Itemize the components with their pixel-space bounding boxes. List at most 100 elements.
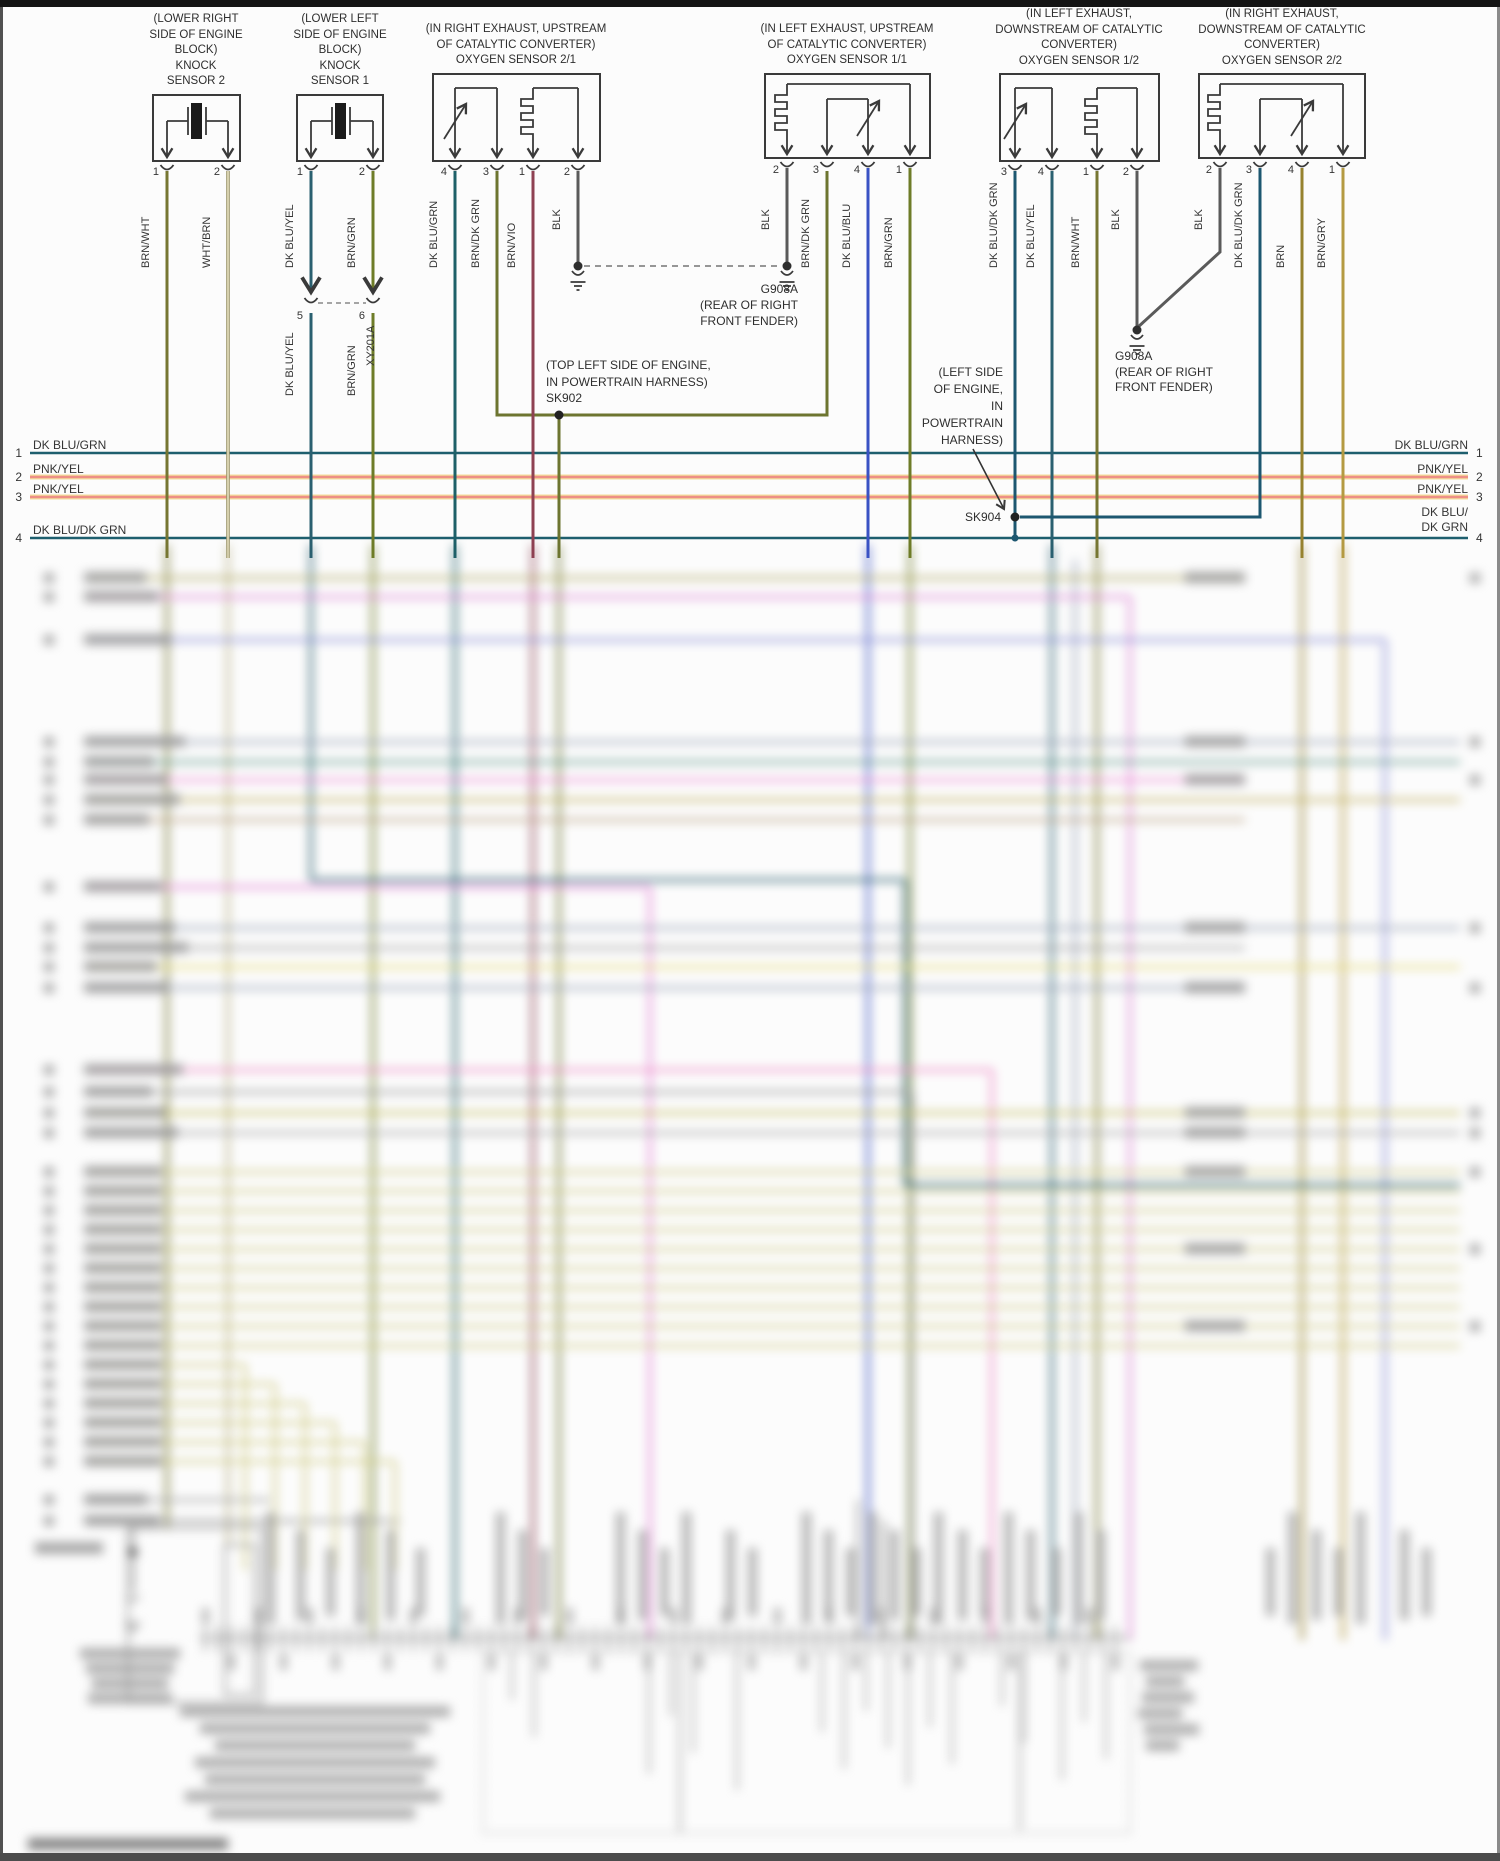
wire-label: BRN/WHT — [1070, 216, 1082, 268]
page-top-border — [0, 0, 1500, 7]
inline-pin-number: 6 — [358, 310, 365, 322]
pin-connector-cups — [159, 161, 1351, 304]
pin-number: 3 — [1000, 166, 1007, 178]
pin-number: 4 — [853, 164, 860, 176]
ground-note-g908a-2: G908A (REAR OF RIGHT FRONT FENDER) — [1115, 349, 1213, 394]
knock-sensor-symbols — [160, 103, 380, 160]
bus3-left-number: 3 — [15, 490, 22, 504]
wire-label: BRN/WHT — [140, 216, 152, 268]
o2-sensor-2-1-box — [432, 73, 601, 162]
knock-sensor-1-header: (LOWER LEFT SIDE OF ENGINE BLOCK) KNOCK SE… — [293, 13, 387, 87]
o2-sensor-1-2-box — [999, 73, 1160, 162]
pin-number: 2 — [563, 166, 570, 178]
wire-label: BRN/DK GRN — [800, 198, 812, 268]
bus4-left-number: 4 — [15, 531, 22, 545]
ground-dot — [573, 261, 583, 271]
o2-sensor-2-2-box — [1198, 73, 1366, 159]
pin-number: 3 — [1245, 164, 1252, 176]
wire-label: BLK — [760, 209, 772, 230]
pin-number: 4 — [440, 166, 447, 178]
ground-symbols — [570, 261, 1145, 355]
pin-number: 4 — [1037, 166, 1044, 178]
page-right-border — [1497, 7, 1500, 1855]
bus2-right-label: PNK/YEL — [1417, 462, 1468, 476]
blurred-lower-diagram — [0, 545, 1500, 1861]
wire-label: BRN/GRY — [1316, 218, 1328, 268]
bus4-left-label: DK BLU/DK GRN — [33, 523, 127, 537]
bus1-left-number: 1 — [15, 446, 22, 460]
wire-label: BRN/GRN — [346, 345, 358, 396]
sk902-dot — [554, 410, 564, 420]
pin-number: 1 — [152, 166, 159, 178]
sk904-pointer-arrow — [972, 448, 1006, 511]
pin-number: 2 — [213, 166, 220, 178]
pin-number: 2 — [1122, 166, 1129, 178]
bus2-right-number: 2 — [1476, 470, 1483, 484]
knock-sensor-2-header: (LOWER RIGHT SIDE OF ENGINE BLOCK) KNOCK S… — [149, 13, 243, 87]
pin-number: 3 — [812, 164, 819, 176]
blurred-circuit-art — [28, 545, 1480, 1850]
splice-note-sk904: (LEFT SIDE OF ENGINE, IN POWERTRAIN HARN… — [921, 365, 1003, 447]
wire-label: DK BLU/DK GRN — [1233, 182, 1245, 268]
knock-sensor-2-box — [152, 94, 241, 162]
wire-label: DK BLU/YEL — [284, 332, 296, 396]
inline-connector-name: XY201A — [365, 325, 377, 366]
page-bottom-border — [0, 1853, 1500, 1861]
o2-sensor-1-1-box — [764, 73, 931, 159]
sk904-splice-wire — [1020, 168, 1262, 519]
knock-sensor-1-box — [296, 94, 384, 162]
pin-number: 1 — [1328, 164, 1335, 176]
bus3-right-number: 3 — [1476, 490, 1483, 504]
ground-dot — [1132, 325, 1142, 335]
wire-label: DK BLU/GRN — [428, 200, 440, 268]
page-left-border — [0, 7, 3, 1855]
bus-lines — [30, 451, 1468, 540]
wire-label: BRN/GRN — [346, 217, 358, 268]
pin-number: 1 — [1082, 166, 1089, 178]
splice-dots — [554, 410, 1020, 542]
wire-label: BRN — [1275, 244, 1287, 268]
pin-number: 1 — [895, 164, 902, 176]
o2-sensor-1-2-header: (IN LEFT EXHAUST, DOWNSTREAM OF CATALYTIC… — [995, 8, 1163, 67]
wire-label: DK BLU/YEL — [284, 204, 296, 268]
wire-label: BLK — [551, 209, 563, 230]
sk904-dot — [1010, 512, 1020, 522]
pin-number: 4 — [1287, 164, 1294, 176]
splice-label-sk904: SK904 — [964, 510, 1001, 524]
o2-sensor-1-1-header: (IN LEFT EXHAUST, UPSTREAM OF CATALYTIC C… — [760, 23, 934, 66]
bus3-right-label: PNK/YEL — [1417, 482, 1468, 496]
o2-sensor-symbols — [443, 83, 1350, 160]
bus1-left-label: DK BLU/GRN — [33, 438, 107, 452]
pin-number: 2 — [772, 164, 779, 176]
wire-label: DK BLU/DK GRN — [988, 182, 1000, 268]
bus4-right-number: 4 — [1476, 531, 1483, 545]
wires — [165, 168, 1345, 558]
bus3-left-label: PNK/YEL — [33, 482, 84, 496]
inline-pin-number: 5 — [296, 310, 303, 322]
wire-label: BLK — [1193, 209, 1205, 230]
bus1-right-label: DK BLU/GRN — [1394, 438, 1468, 452]
o2-sensor-2-2-header: (IN RIGHT EXHAUST, DOWNSTREAM OF CATALYTI… — [1198, 8, 1366, 67]
wire-label: WHT/BRN — [201, 216, 213, 268]
bus4-right-label-line2: DK GRN — [1421, 520, 1468, 534]
pin-number: 2 — [358, 166, 365, 178]
top-circuit-art — [30, 73, 1468, 558]
pin-number: 3 — [482, 166, 489, 178]
bus2-left-label: PNK/YEL — [33, 462, 84, 476]
pin-number: 1 — [296, 166, 303, 178]
bus1-right-number: 1 — [1476, 446, 1483, 460]
pin-number: 2 — [1205, 164, 1212, 176]
bus2-left-number: 2 — [15, 470, 22, 484]
wire-label: BRN/GRN — [883, 217, 895, 268]
wire-label: DK BLU/YEL — [1025, 204, 1037, 268]
splice-note-sk902: (TOP LEFT SIDE OF ENGINE, IN POWERTRAIN … — [546, 358, 711, 405]
ground-dot — [782, 261, 792, 271]
wire-label: BLK — [1110, 209, 1122, 230]
wire-label: BRN/DK GRN — [470, 198, 482, 268]
o2-sensor-2-1-header: (IN RIGHT EXHAUST, UPSTREAM OF CATALYTIC … — [425, 23, 607, 66]
wire-label: BRN/VIO — [506, 222, 518, 268]
bus4-right-label-line1: DK BLU/ — [1421, 505, 1468, 519]
ground-note-g908a-1: G908A (REAR OF RIGHT FRONT FENDER) — [700, 282, 798, 328]
bus4-junction-dot — [1011, 534, 1019, 542]
